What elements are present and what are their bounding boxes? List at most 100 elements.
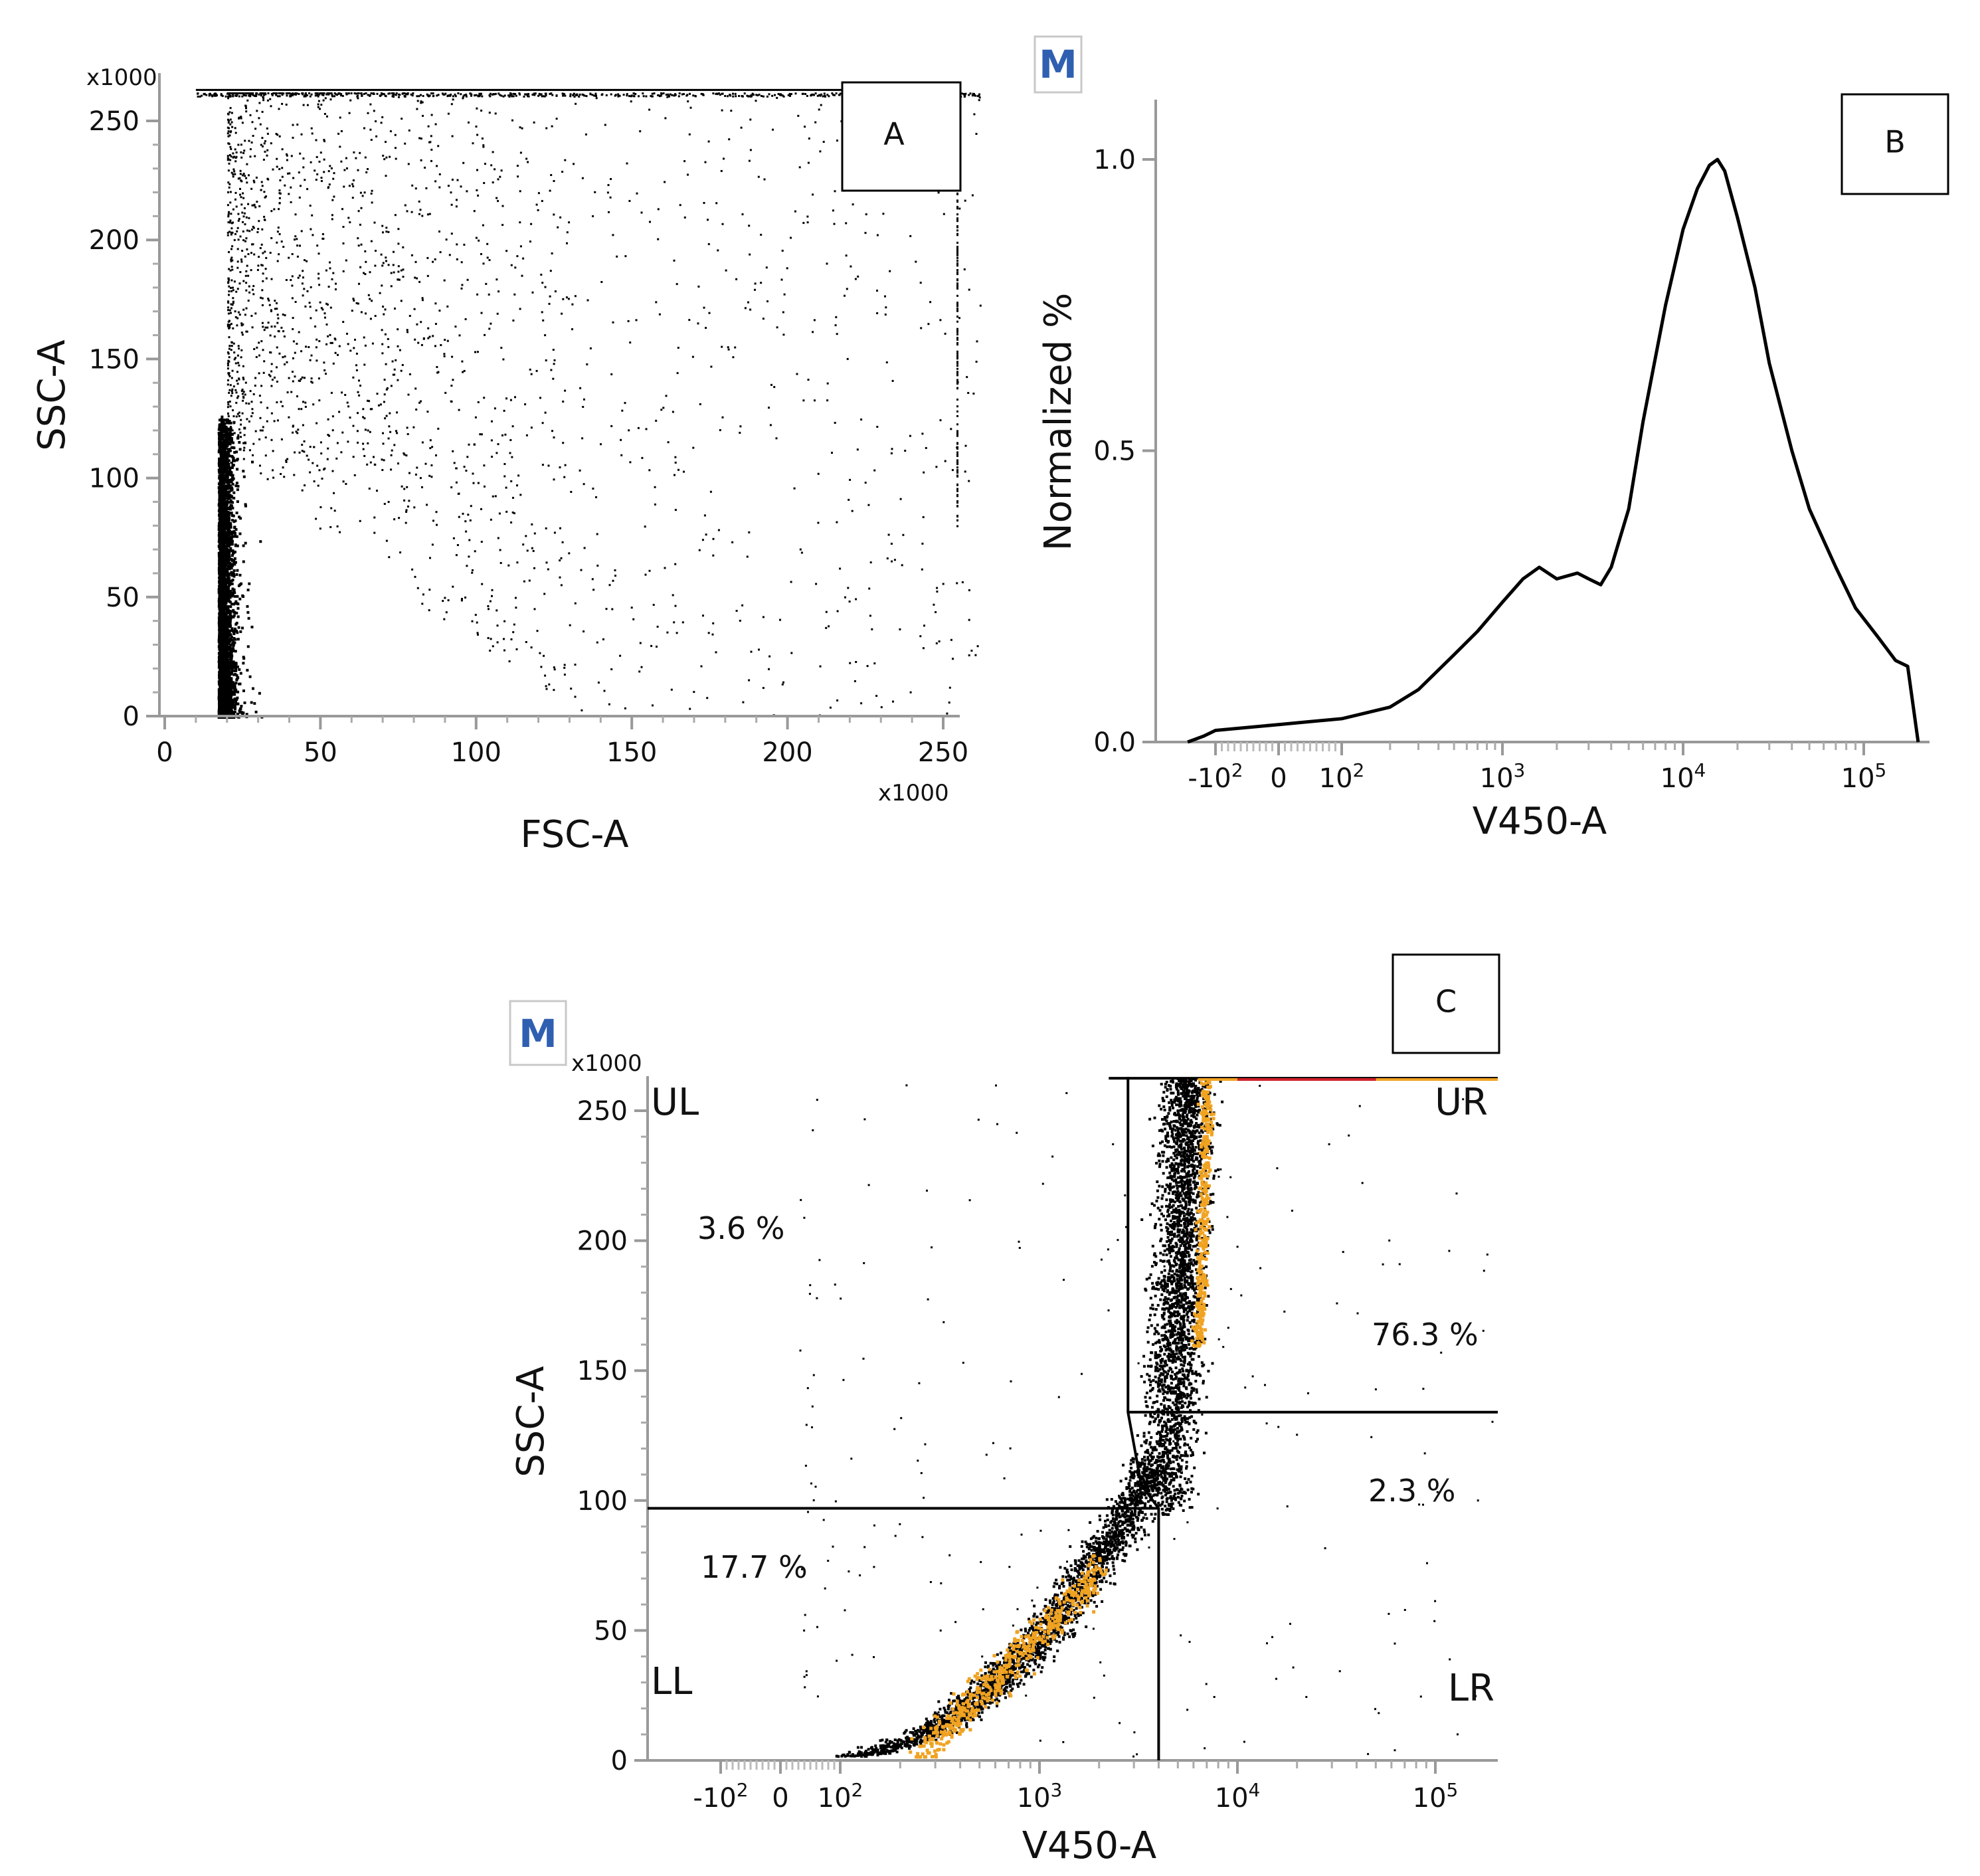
panel-a-event: [225, 540, 228, 543]
panel-a-event: [225, 479, 228, 482]
panel-a-event: [276, 308, 278, 310]
panel-a-event: [220, 517, 223, 520]
panel-a-event: [950, 638, 952, 641]
panel-a-event: [581, 177, 584, 179]
panel-a-event: [233, 684, 236, 687]
panel-a-event: [490, 638, 492, 640]
panel-a-event: [225, 510, 228, 514]
panel-a-event: [583, 630, 585, 632]
panel-a-event: [261, 185, 264, 187]
panel-a-event: [247, 203, 250, 205]
panel-a-event: [222, 532, 225, 535]
panel-a-event: [749, 149, 752, 151]
panel-a-event: [397, 270, 400, 273]
panel-a-event: [229, 191, 232, 193]
panel-a-event: [242, 324, 244, 326]
panel-a-event: [263, 215, 266, 218]
panel-a-event: [232, 415, 235, 418]
panel-a-event: [381, 343, 384, 345]
panel-a-event: [284, 184, 286, 187]
panel-a-event: [230, 627, 234, 630]
panel-a-event: [276, 165, 278, 168]
panel-a-event: [290, 155, 293, 157]
panel-a-event: [237, 311, 240, 314]
panel-a-event: [978, 96, 981, 99]
panel-a-event: [319, 527, 321, 530]
panel-a-event: [228, 501, 231, 504]
panel-a-event: [416, 108, 418, 110]
panel-a-event: [243, 446, 246, 449]
panel-a-event: [224, 485, 227, 488]
panel-a-event: [239, 193, 241, 196]
panel-a-event: [976, 645, 979, 648]
panel-a-event: [221, 578, 224, 581]
panel-a-event: [639, 642, 642, 644]
panel-a-event: [252, 454, 254, 456]
panel-a-event: [635, 319, 638, 322]
panel-a-event: [422, 114, 424, 117]
panel-a-event: [228, 549, 232, 553]
panel-a-event: [227, 642, 230, 645]
panel-a-event: [292, 124, 294, 126]
panel-a-event: [688, 133, 691, 136]
panel-a-event: [510, 264, 513, 266]
panel-a-event: [654, 503, 656, 506]
panel-a-event: [276, 314, 279, 316]
panel-a-event: [226, 519, 230, 523]
panel-a-event: [369, 128, 372, 131]
panel-a-event: [225, 574, 228, 577]
panel-a-event: [219, 701, 222, 704]
panel-a-event: [301, 282, 304, 285]
panel-a-event: [232, 698, 235, 702]
panel-a-event: [240, 423, 242, 426]
panel-a-event: [849, 478, 852, 481]
panel-a-event: [887, 533, 890, 536]
panel-a-event: [232, 441, 235, 444]
panel-a-event: [276, 231, 279, 233]
panel-a-event: [310, 228, 312, 231]
panel-a-event: [228, 704, 231, 707]
panel-a-event: [227, 652, 230, 656]
panel-a-event: [248, 403, 250, 405]
panel-a-event: [225, 421, 228, 424]
panel-a-event: [513, 512, 515, 515]
panel-a-event: [855, 661, 857, 663]
panel-a-event: [782, 681, 784, 684]
panel-a-event: [499, 562, 502, 564]
panel-a-event: [228, 401, 231, 403]
panel-a-event: [406, 329, 408, 331]
panel-a-event: [221, 563, 224, 566]
panel-a-event: [222, 710, 225, 713]
panel-a-event: [510, 521, 513, 523]
panel-a-event: [224, 685, 227, 688]
panel-a-event: [225, 494, 228, 498]
panel-a-event: [398, 517, 401, 519]
panel-a-event: [739, 432, 741, 434]
panel-a-event: [390, 272, 393, 274]
panel-a-event: [244, 105, 247, 108]
panel-a-event: [261, 289, 264, 292]
panel-a-event: [503, 475, 506, 478]
panel-a-event: [482, 145, 485, 148]
panel-a-event: [219, 590, 223, 593]
panel-a-event: [390, 285, 393, 288]
panel-a-event: [236, 488, 239, 492]
panel-a-event: [689, 106, 692, 109]
panel-a-event: [223, 599, 226, 603]
panel-a-event: [240, 151, 242, 153]
panel-a-event: [261, 429, 264, 432]
panel-a-event: [225, 531, 228, 534]
panel-a-event: [424, 462, 427, 465]
panel-a-event: [218, 471, 221, 474]
panel-a-event: [481, 583, 484, 585]
panel-a-event: [242, 395, 244, 398]
panel-a-event: [282, 466, 284, 469]
panel-a-event: [648, 108, 651, 111]
panel-a-event: [358, 282, 360, 285]
panel-a-event: [619, 654, 622, 657]
panel-a-event: [351, 183, 354, 185]
panel-a-event: [347, 405, 350, 408]
panel-a-event: [227, 688, 230, 692]
panel-a-event: [408, 373, 411, 375]
